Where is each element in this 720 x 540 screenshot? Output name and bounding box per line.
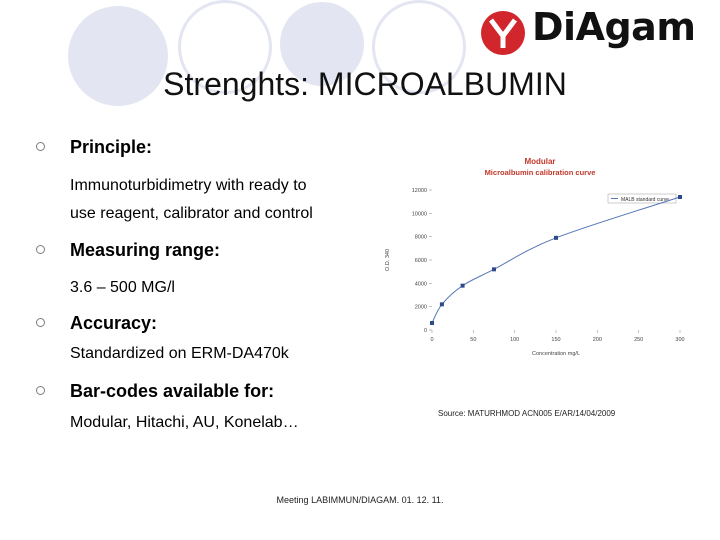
y-tick-label: 10000 — [412, 211, 427, 217]
bullet-text: Standardized on ERM-DA470k — [70, 345, 289, 362]
decorative-ring — [178, 0, 272, 94]
bullet-marker-icon — [36, 142, 45, 151]
chart-legend-label: MALB standard curve — [621, 197, 669, 203]
y-tick-label: 2000 — [415, 305, 427, 311]
x-tick-label: 100 — [510, 337, 519, 343]
bullet-text: 3.6 – 500 MG/l — [70, 279, 175, 296]
y-tick-label: 4000 — [415, 281, 427, 287]
calibration-curve — [431, 196, 681, 324]
slide-footer: Meeting LABIMMUN/DIAGAM. 01. 12. 11. — [276, 495, 444, 505]
x-tick-label: 0 — [430, 337, 433, 343]
bullet-text: Modular, Hitachi, AU, Konelab… — [70, 414, 299, 431]
x-tick-label: 150 — [551, 337, 560, 343]
bullet-heading: Measuring range: — [70, 240, 221, 260]
bullet-heading: Principle: — [70, 137, 153, 157]
x-tick-label: 200 — [593, 337, 602, 343]
y-tick-label: 12000 — [412, 188, 427, 194]
x-tick-label: 50 — [470, 337, 476, 343]
bullet-heading: Bar-codes available for: — [70, 381, 275, 401]
x-axis-label: Concentration mg/L — [532, 351, 580, 357]
source-note: Source: MATURHMOD ACN005 E/AR/14/04/2009 — [438, 409, 616, 418]
x-tick-label: 250 — [634, 337, 643, 343]
bullet-heading: Accuracy: — [70, 313, 158, 333]
data-point — [439, 302, 444, 307]
bullet-marker-icon — [36, 245, 45, 254]
decorative-ring — [372, 0, 466, 94]
slide-title: Strenghts: MICROALBUMIN — [163, 66, 567, 102]
logo-mark-icon — [481, 11, 525, 55]
bullet-text: Immunoturbidimetry with ready to — [70, 177, 307, 194]
bullet-text: use reagent, calibrator and control — [70, 205, 313, 222]
data-point — [430, 321, 434, 325]
y-axis-label: O.D. 340 — [385, 249, 391, 271]
data-point — [460, 283, 465, 288]
brand-logo — [478, 8, 714, 58]
y-tick-label: 8000 — [415, 235, 427, 241]
decorative-circle — [68, 6, 168, 106]
chart-subtitle: Microalbumin calibration curve — [485, 168, 596, 177]
x-tick-label: 300 — [675, 337, 684, 343]
calibration-chart: Modular Microalbumin calibration curve MAL… — [385, 157, 685, 357]
chart-title: Modular — [524, 157, 555, 166]
y-tick-label: 0 — [424, 328, 427, 334]
data-point — [492, 267, 496, 272]
data-point — [678, 195, 682, 199]
decorative-circle — [280, 2, 364, 86]
bullet-marker-icon — [36, 386, 45, 395]
brand-name: DiAgam — [532, 5, 696, 49]
data-point — [554, 235, 558, 240]
y-tick-label: 6000 — [415, 258, 427, 264]
bullet-marker-icon — [36, 318, 45, 327]
